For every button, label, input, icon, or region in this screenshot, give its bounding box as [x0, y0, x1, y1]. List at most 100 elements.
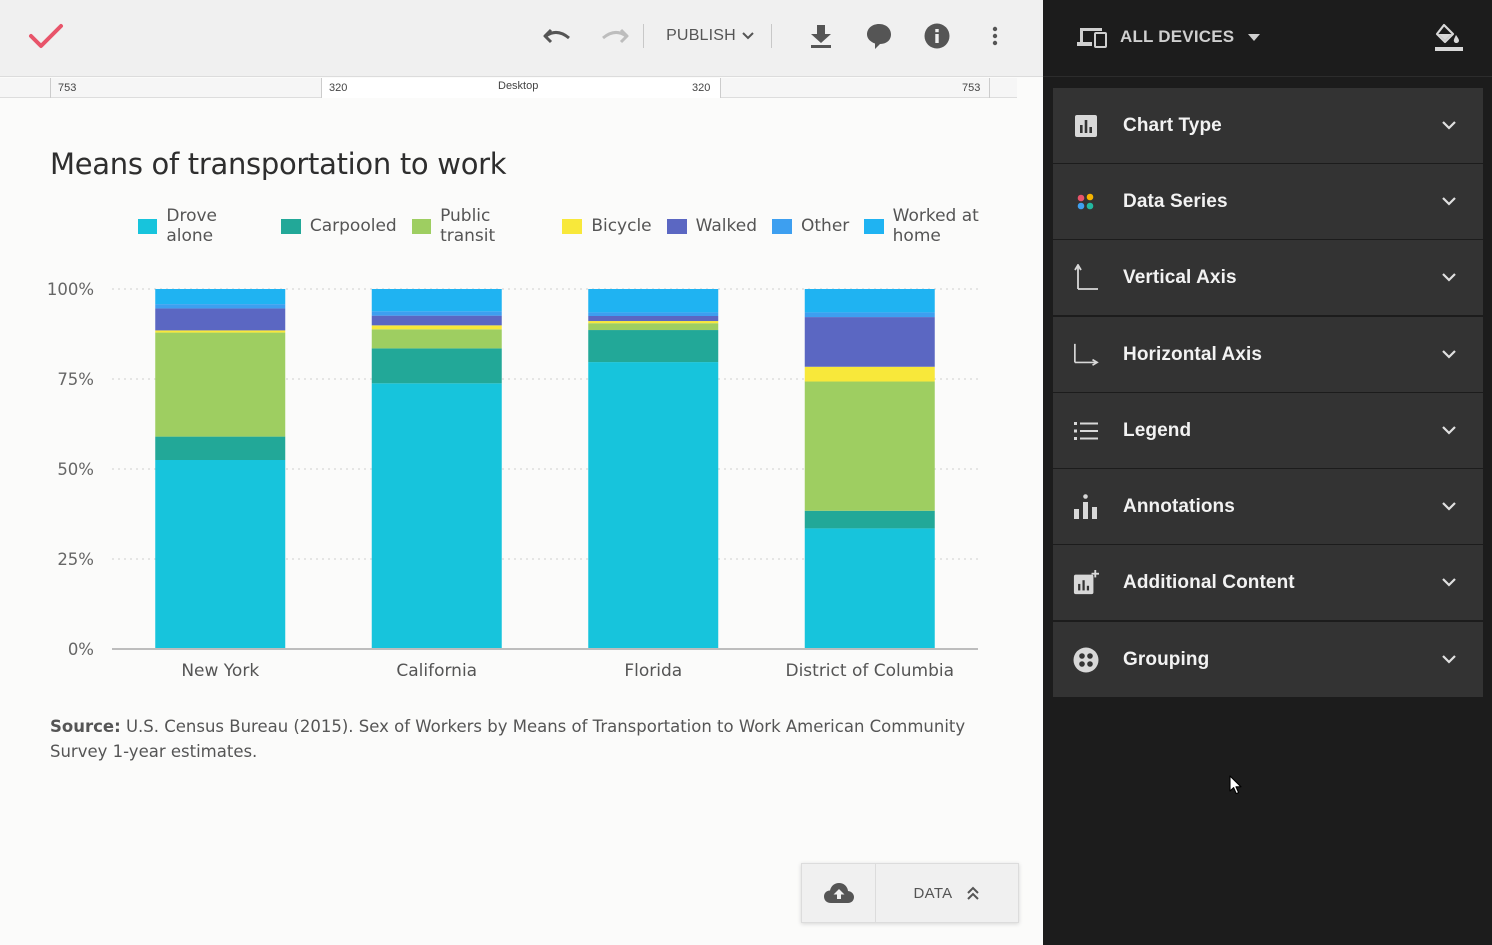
source-text: U.S. Census Bureau (2015). Sex of Worker…: [50, 717, 966, 761]
mouse-cursor-icon: [1229, 775, 1242, 795]
horizontal-axis-icon: [1073, 342, 1099, 368]
info-icon: [924, 23, 950, 49]
device-selector-button[interactable]: ALL DEVICES: [1076, 20, 1261, 54]
chart-editor-canvas: PUBLISH: [0, 0, 1043, 945]
upload-data-button[interactable]: [802, 864, 876, 922]
bar-segment: [804, 366, 935, 382]
settings-sidepanel: ALL DEVICES Chart Type Data Series: [1043, 0, 1492, 945]
bar-segment: [371, 383, 502, 649]
chevron-down-icon: [1439, 268, 1459, 288]
chevron-down-icon: [1439, 421, 1459, 441]
section-vertical-axis[interactable]: Vertical Axis: [1053, 240, 1483, 315]
publish-label: PUBLISH: [666, 27, 736, 44]
publish-button[interactable]: PUBLISH: [658, 20, 762, 52]
comment-button[interactable]: [861, 18, 897, 54]
more-options-button[interactable]: [982, 18, 1008, 54]
bar-segment: [155, 460, 286, 649]
toolbar-divider: [643, 24, 644, 48]
ruler-right-outer: 753: [962, 82, 981, 94]
ruler-center-label: Desktop: [498, 80, 539, 92]
bar-segment: [588, 330, 719, 363]
legend-item[interactable]: Bicycle: [562, 216, 652, 236]
section-data-series[interactable]: Data Series: [1053, 164, 1483, 239]
section-label: Data Series: [1123, 190, 1228, 212]
theme-style-button[interactable]: [1431, 20, 1467, 56]
legend-swatch: [562, 218, 583, 234]
section-label: Grouping: [1123, 648, 1210, 670]
redo-button[interactable]: [596, 20, 634, 52]
ruler-left-inner: 320: [329, 82, 348, 94]
data-toggle-button[interactable]: DATA: [876, 864, 1018, 922]
bar-segment: [371, 329, 502, 349]
section-label: Annotations: [1123, 495, 1235, 517]
legend-label: Carpooled: [309, 216, 397, 236]
undo-icon: [543, 28, 570, 44]
ruler-tick: [50, 78, 51, 98]
double-chevron-up-icon: [967, 886, 980, 900]
download-button[interactable]: [804, 18, 838, 54]
x-tick-label: New York: [181, 661, 259, 681]
chart-title[interactable]: Means of transportation to work: [50, 147, 507, 181]
legend-swatch: [772, 218, 792, 234]
device-width-ruler: 753 320 Desktop 320 753: [0, 78, 1017, 98]
legend-swatch: [411, 218, 432, 234]
legend-item[interactable]: Public transit: [411, 206, 548, 246]
y-tick-label: 50%: [57, 460, 94, 479]
source-label: Source:: [50, 717, 121, 736]
paint-bucket-icon: [1435, 23, 1463, 51]
legend-item[interactable]: Drove alone: [138, 206, 266, 246]
bar-segment: [588, 321, 719, 324]
legend-label: Worked at home: [892, 206, 979, 246]
section-legend[interactable]: Legend: [1053, 393, 1483, 468]
x-tick-label: Florida: [624, 661, 682, 681]
legend-label: Public transit: [440, 206, 496, 246]
bar-segment: [804, 381, 935, 511]
chart-source-note[interactable]: Source: U.S. Census Bureau (2015). Sex o…: [50, 714, 980, 764]
bar-segment: [804, 289, 935, 313]
section-grouping[interactable]: Grouping: [1053, 622, 1483, 697]
bar-segment: [804, 510, 935, 529]
x-tick-label: California: [396, 661, 477, 681]
bar-segment: [155, 289, 286, 305]
bar-segment: [371, 315, 502, 326]
legend-label: Bicycle: [591, 216, 652, 236]
bar-segment: [804, 528, 935, 649]
download-icon: [811, 25, 831, 48]
comment-icon: [867, 24, 891, 49]
vertical-axis-icon: [1073, 263, 1099, 291]
info-button[interactable]: [919, 18, 955, 54]
bar-segment: [588, 312, 719, 316]
section-horizontal-axis[interactable]: Horizontal Axis: [1053, 317, 1483, 392]
y-tick-label: 75%: [57, 370, 94, 389]
section-annotations[interactable]: Annotations: [1053, 469, 1483, 544]
section-label: Vertical Axis: [1123, 266, 1237, 288]
done-button[interactable]: [22, 16, 70, 56]
section-additional-content[interactable]: Additional Content: [1053, 545, 1483, 620]
bar-segment: [804, 317, 935, 367]
bar-segment: [155, 436, 286, 460]
data-panel-tab: DATA: [801, 863, 1019, 923]
legend-item[interactable]: Worked at home: [864, 206, 1028, 246]
chevron-down-icon: [742, 32, 754, 40]
bar-segment: [371, 348, 502, 384]
cloud-upload-icon: [823, 883, 854, 903]
chart-legend: Drove alone Carpooled Public transit Bicycl…: [138, 206, 1043, 246]
redo-icon: [602, 28, 629, 44]
legend-item[interactable]: Carpooled: [280, 216, 397, 236]
ruler-desktop-range: [321, 78, 721, 98]
undo-button[interactable]: [538, 20, 576, 52]
devices-label: ALL DEVICES: [1120, 27, 1235, 46]
chevron-down-icon: [1439, 116, 1459, 136]
bar-segment: [155, 332, 286, 437]
legend-swatch: [666, 218, 687, 234]
legend-item[interactable]: Walked: [666, 216, 757, 236]
bar-segment: [804, 312, 935, 318]
y-tick-label: 25%: [57, 550, 94, 569]
section-label: Chart Type: [1123, 114, 1222, 136]
devices-icon: [1077, 28, 1107, 48]
section-chart-type[interactable]: Chart Type: [1053, 88, 1483, 163]
legend-item[interactable]: Other: [772, 216, 849, 236]
ruler-tick: [989, 78, 990, 98]
chevron-down-icon: [1439, 650, 1459, 670]
bar-segment: [371, 289, 502, 312]
